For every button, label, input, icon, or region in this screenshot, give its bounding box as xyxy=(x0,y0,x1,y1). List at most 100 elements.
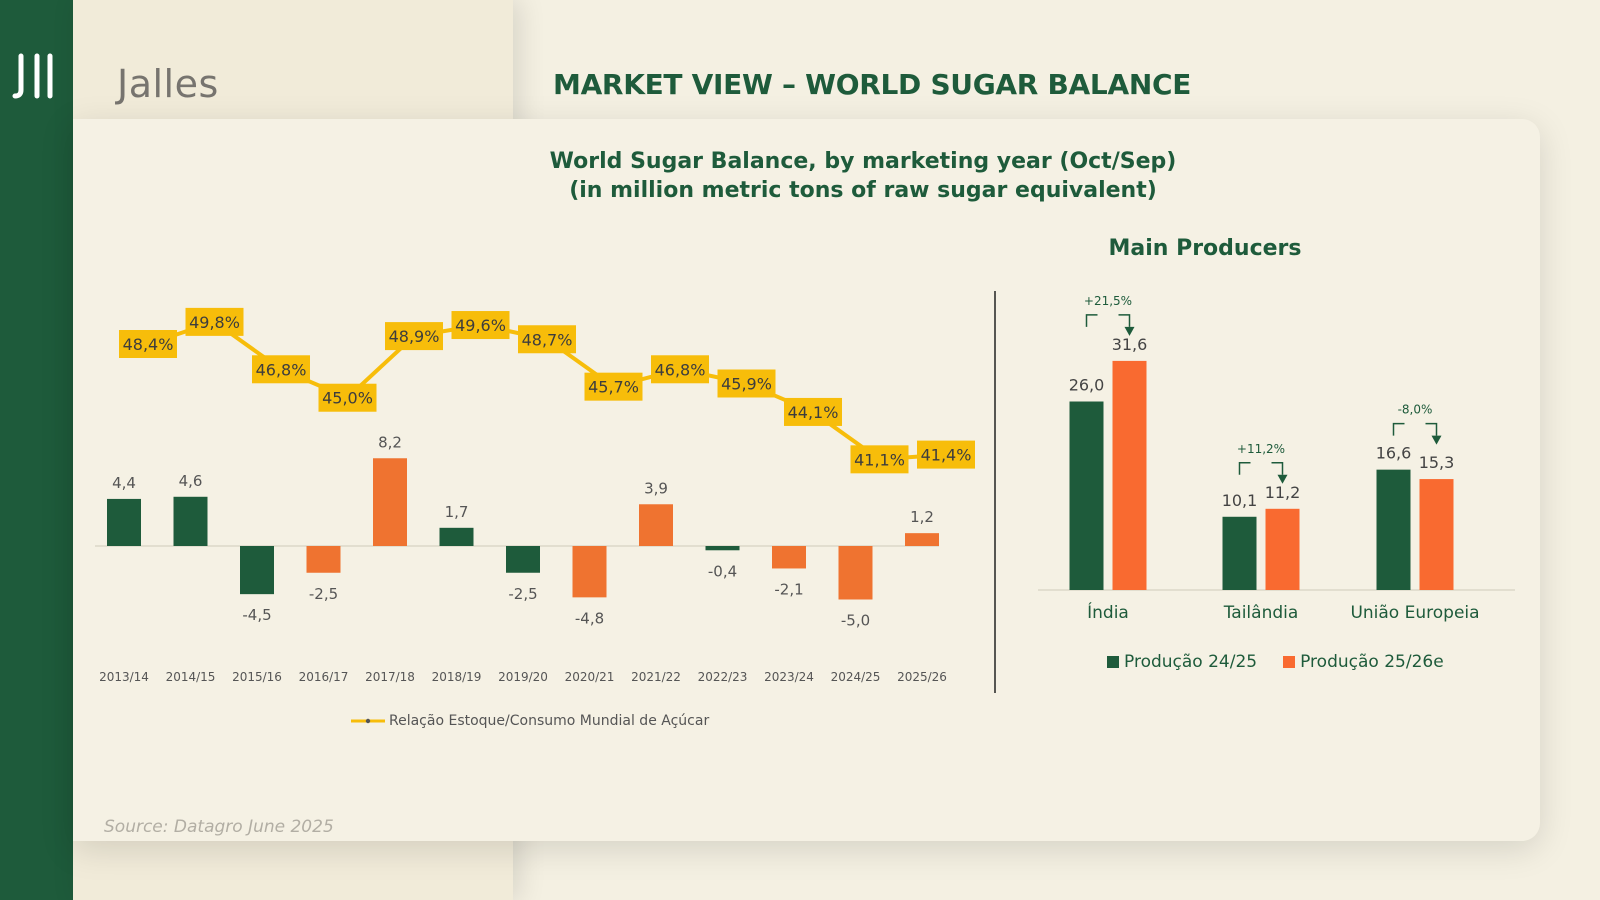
line-value-label: 46,8% xyxy=(655,360,706,379)
balance-value-label: 1,2 xyxy=(910,508,934,526)
change-bracket-right xyxy=(1118,314,1131,327)
balance-value-label: 1,7 xyxy=(445,503,469,521)
legend-item-2526: Produção 25/26e xyxy=(1283,652,1444,672)
x-tick-label: 2023/24 xyxy=(764,670,814,684)
producer-value-label: 16,6 xyxy=(1376,444,1412,463)
line-value-label: 45,7% xyxy=(588,378,639,397)
balance-bar-2018-19 xyxy=(439,527,474,546)
balance-value-label: 3,9 xyxy=(644,479,668,497)
jalles-logo-icon xyxy=(12,53,53,99)
x-tick-label: 2018/19 xyxy=(432,670,482,684)
producer-bar-2526 xyxy=(1112,360,1147,590)
line-value-label: 46,8% xyxy=(256,360,307,379)
x-tick-label: 2013/14 xyxy=(99,670,149,684)
producer-value-label: 31,6 xyxy=(1112,335,1148,354)
producer-category-label: Tailândia xyxy=(1223,603,1299,623)
legend-swatch-orange xyxy=(1283,656,1296,668)
legend-label-2425: Produção 24/25 xyxy=(1124,652,1258,672)
line-label-box xyxy=(119,330,177,358)
producer-bar-2425 xyxy=(1222,516,1257,590)
line-label-box xyxy=(451,311,510,340)
legend-item-2425: Produção 24/25 xyxy=(1107,652,1257,672)
producer-value-label: 26,0 xyxy=(1069,376,1105,395)
line-value-label: 45,9% xyxy=(721,375,772,394)
change-arrow-icon xyxy=(1124,326,1135,336)
line-value-label: 41,4% xyxy=(921,446,972,465)
balance-bar-2015-16 xyxy=(240,546,274,595)
balance-bar-2020-21 xyxy=(572,546,607,598)
line-label-box xyxy=(850,445,909,474)
change-bracket-left xyxy=(1085,314,1098,327)
balance-bar-2017-18 xyxy=(373,458,407,546)
producer-category-label: Índia xyxy=(1087,601,1129,623)
producer-change-label: +21,5% xyxy=(1084,294,1132,308)
change-bracket-right xyxy=(1425,422,1438,436)
brand-name: Jalles xyxy=(117,62,219,106)
x-tick-label: 2020/21 xyxy=(565,670,615,684)
charts-svg: 4,4 2013/14 4,6 2014/15 -4,5 2015/16 -2,5 2016/… xyxy=(95,291,1515,693)
balance-bar-2013-14 xyxy=(107,498,141,546)
balance-chart-title: World Sugar Balance, by marketing year (… xyxy=(473,147,1253,205)
source-note: Source: Datagro June 2025 xyxy=(104,817,334,837)
balance-bar-2021-22 xyxy=(639,504,673,546)
line-label-box xyxy=(584,372,643,401)
producer-bar-2526 xyxy=(1419,479,1454,590)
legend-swatch-green xyxy=(1107,656,1119,668)
x-tick-label: 2014/15 xyxy=(166,670,216,684)
balance-value-label: -2,5 xyxy=(309,585,338,603)
x-tick-label: 2017/18 xyxy=(365,670,415,684)
line-label-box xyxy=(917,440,975,469)
line-value-label: 49,8% xyxy=(189,313,240,332)
balance-value-label: -5,0 xyxy=(841,612,870,630)
balance-bar-2023-24 xyxy=(772,546,806,569)
producer-change-label: +11,2% xyxy=(1237,442,1285,456)
line-label-box xyxy=(518,325,576,354)
slide-title: MARKET VIEW – WORLD SUGAR BALANCE xyxy=(553,68,1192,101)
producer-value-label: 11,2 xyxy=(1265,483,1301,502)
x-tick-label: 2025/26 xyxy=(897,670,947,684)
balance-value-label: -4,8 xyxy=(575,609,604,627)
producers-chart-title: Main Producers xyxy=(1108,236,1302,261)
producer-category-label: União Europeia xyxy=(1350,603,1479,623)
producer-value-label: 15,3 xyxy=(1419,453,1455,472)
change-arrow-icon xyxy=(1431,435,1442,445)
balance-value-label: -0,4 xyxy=(708,562,737,580)
change-bracket-left xyxy=(1238,462,1251,475)
line-label-box xyxy=(651,355,709,384)
x-tick-label: 2021/22 xyxy=(631,670,681,684)
change-arrow-icon xyxy=(1277,474,1288,484)
chart-card: World Sugar Balance, by marketing year (… xyxy=(73,119,1540,841)
balance-bar-2019-20 xyxy=(506,546,540,573)
balance-value-label: 4,4 xyxy=(112,474,136,492)
legend-label-2526: Produção 25/26e xyxy=(1300,652,1444,672)
producer-value-label: 10,1 xyxy=(1222,491,1258,510)
balance-bar-2014-15 xyxy=(173,496,208,546)
balance-legend: Relação Estoque/Consumo Mundial de Açúca… xyxy=(351,713,709,729)
line-legend-swatch xyxy=(351,718,385,724)
line-value-label: 45,0% xyxy=(322,389,373,408)
x-tick-label: 2024/25 xyxy=(831,670,881,684)
x-tick-label: 2015/16 xyxy=(232,670,282,684)
balance-bar-2022-23 xyxy=(705,546,740,551)
line-value-label: 48,4% xyxy=(123,335,174,354)
x-tick-label: 2019/20 xyxy=(498,670,548,684)
producer-bar-2526 xyxy=(1265,508,1300,590)
change-bracket-left xyxy=(1392,422,1405,436)
x-tick-label: 2016/17 xyxy=(299,670,349,684)
producer-bar-2425 xyxy=(1069,401,1104,590)
line-legend-label: Relação Estoque/Consumo Mundial de Açúca… xyxy=(389,713,710,729)
balance-value-label: 8,2 xyxy=(378,433,402,451)
balance-bar-2025-26 xyxy=(905,533,939,546)
balance-value-label: -4,5 xyxy=(242,606,271,624)
line-label-box xyxy=(385,322,443,351)
line-label-box xyxy=(252,355,310,384)
balance-value-label: 4,6 xyxy=(179,472,203,490)
balance-bar-2024-25 xyxy=(838,546,873,600)
line-value-label: 48,7% xyxy=(522,330,573,349)
producers-legend: Produção 24/25 Produção 25/26e xyxy=(1107,652,1470,672)
line-value-label: 44,1% xyxy=(788,403,839,422)
line-value-label: 41,1% xyxy=(854,450,905,469)
line-label-box xyxy=(717,369,776,398)
line-value-label: 49,6% xyxy=(455,316,506,335)
line-label-box xyxy=(784,397,842,426)
